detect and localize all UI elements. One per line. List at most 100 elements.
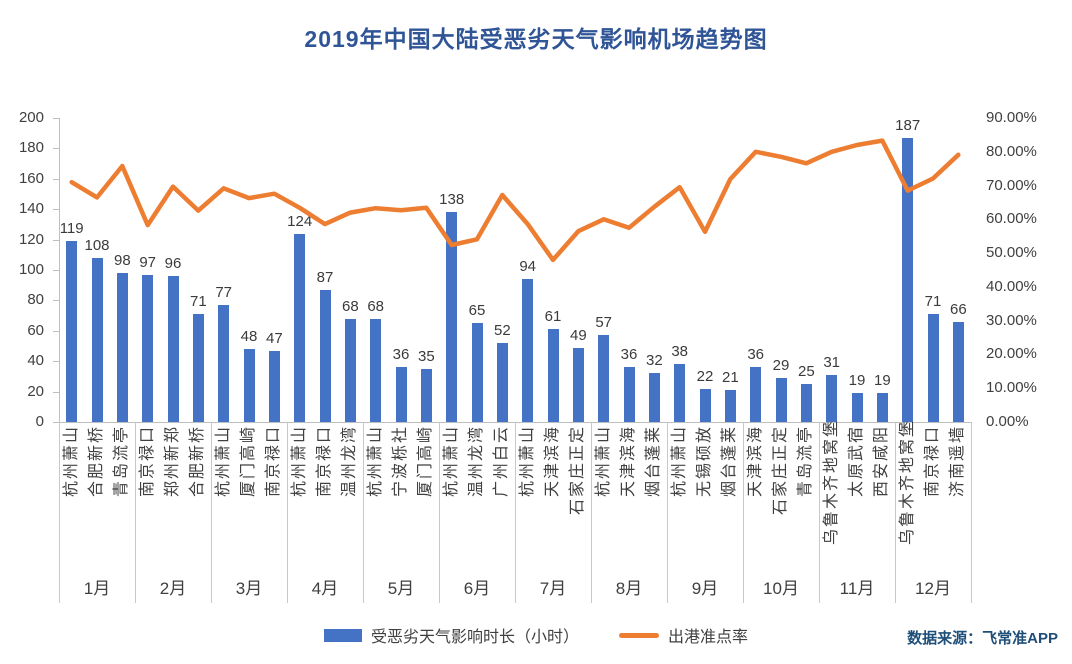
bar-value-label: 66 (949, 300, 967, 318)
x-axis-airport-label: 杭州萧山 (62, 425, 80, 498)
x-axis-month-label: 8月 (615, 579, 643, 598)
bar-value-label: 97 (139, 253, 156, 271)
y-axis-tick-mark (53, 148, 59, 150)
bar-value-label: 25 (797, 363, 815, 380)
x-axis-airport-label: 青岛流亭 (113, 425, 131, 498)
x-axis-airport-label: 南京禄口 (138, 425, 156, 498)
bar (598, 335, 610, 422)
bar (648, 373, 660, 422)
bar-value-label: 35 (417, 347, 435, 365)
x-axis-airport-label: 南京禄口 (265, 425, 283, 498)
legend-line-label: 出港准点率 (668, 629, 749, 646)
bar (547, 329, 559, 422)
bar-value-label: 21 (721, 369, 739, 387)
y-axis-tick-mark (53, 239, 59, 241)
bar (927, 314, 939, 422)
y-axis-tick-label: 120 (18, 230, 44, 248)
bar (344, 318, 356, 422)
x-axis-airport-label: 温州龙湾 (468, 425, 485, 498)
y-axis-line (59, 118, 60, 422)
bar-value-label: 61 (544, 308, 562, 326)
bar-value-label: 22 (696, 367, 714, 385)
x-axis-airport-label: 烟台蓬莱 (721, 425, 739, 498)
bar (395, 367, 407, 422)
bar (750, 367, 762, 422)
x-axis-airport-label: 合肥新桥 (88, 425, 105, 498)
secondary-axis-tick-label: 10.00% (986, 379, 1037, 397)
x-axis-month-label: 6月 (463, 579, 491, 598)
y-axis-tick-label: 200 (18, 109, 44, 126)
secondary-axis-tick-label: 0.00% (986, 413, 1029, 430)
y-axis-tick-label: 0 (35, 413, 44, 430)
x-axis-airport-label: 乌鲁木齐地窝堡 (822, 418, 840, 545)
y-axis-tick-label: 180 (18, 139, 44, 157)
secondary-axis-tick-label: 70.00% (986, 176, 1037, 194)
month-separator-line (515, 422, 516, 603)
bar-value-label: 19 (873, 372, 891, 390)
bar-value-label: 71 (189, 293, 207, 311)
x-axis-airport-label: 杭州萧山 (594, 425, 612, 498)
y-axis-tick-label: 80 (27, 291, 44, 309)
legend-item-line-series: 出港准点率 (619, 623, 748, 647)
month-separator-line (667, 422, 668, 603)
bar-value-label: 19 (848, 372, 866, 390)
chart-legend: 受恶劣天气影响时长（小时） 出港准点率 (0, 620, 1072, 650)
y-axis-tick-mark (53, 118, 59, 119)
x-axis-month-label: 12月 (915, 579, 951, 598)
bar (192, 314, 204, 422)
month-separator-line (819, 422, 820, 603)
y-axis-tick-label: 60 (27, 321, 44, 339)
bar (699, 388, 711, 422)
month-separator-line (211, 422, 212, 603)
x-axis-airport-label: 石家庄正定 (772, 425, 789, 516)
bar-value-label: 48 (240, 328, 258, 346)
punctuality-line-path (69, 138, 961, 263)
bar (724, 390, 736, 422)
secondary-axis-tick-label: 60.00% (986, 210, 1037, 228)
x-axis-airport-label: 广州白云 (493, 425, 511, 498)
y-axis-tick-mark (53, 178, 59, 180)
bar (116, 273, 128, 422)
bar-value-label: 71 (924, 293, 942, 311)
bar (471, 323, 483, 422)
y-axis-tick-mark (53, 300, 59, 302)
x-axis-airport-label: 郑州新郑 (164, 425, 181, 498)
x-axis-airport-label: 乌鲁木齐地窝堡 (898, 418, 916, 545)
x-axis-airport-label: 天津滨海 (620, 425, 637, 498)
bar (902, 137, 914, 422)
bar (420, 368, 432, 422)
y-axis-tick-label: 40 (27, 352, 44, 370)
bar-value-label: 32 (645, 352, 663, 370)
x-axis-airport-label: 厦门高崎 (240, 425, 257, 498)
x-axis-airport-label: 无锡硕放 (696, 425, 713, 498)
bar-value-label: 98 (113, 252, 131, 270)
secondary-axis-tick-label: 40.00% (986, 277, 1037, 295)
x-axis-airport-label: 天津滨海 (544, 425, 561, 498)
x-axis-airport-label: 青岛流亭 (797, 425, 815, 498)
bar-series-swatch (323, 628, 362, 642)
bar-value-label: 47 (265, 329, 283, 347)
month-separator-line (895, 422, 896, 603)
x-axis-airport-label: 温州龙湾 (341, 425, 359, 498)
punctuality-line (69, 138, 961, 263)
month-separator-line (743, 422, 744, 603)
bar-value-label: 49 (569, 326, 587, 344)
bar (623, 367, 635, 422)
y-axis-tick-mark (53, 391, 59, 393)
bar-value-label: 68 (341, 297, 359, 315)
month-separator-line (135, 422, 136, 603)
x-axis-airport-label: 合肥新桥 (189, 425, 207, 498)
bar-value-label: 29 (772, 356, 790, 374)
y-axis-tick-label: 100 (18, 261, 44, 278)
bar (876, 393, 888, 422)
month-separator-line (591, 422, 592, 603)
bar (91, 257, 103, 422)
y-axis-tick-mark (53, 422, 59, 423)
data-source-note: 数据来源：飞常准APP (907, 630, 1058, 647)
x-axis-airport-label: 杭州萧山 (214, 425, 232, 498)
bar (496, 342, 508, 422)
bar-value-label: 31 (823, 353, 840, 371)
secondary-axis-tick-label: 20.00% (986, 345, 1037, 363)
